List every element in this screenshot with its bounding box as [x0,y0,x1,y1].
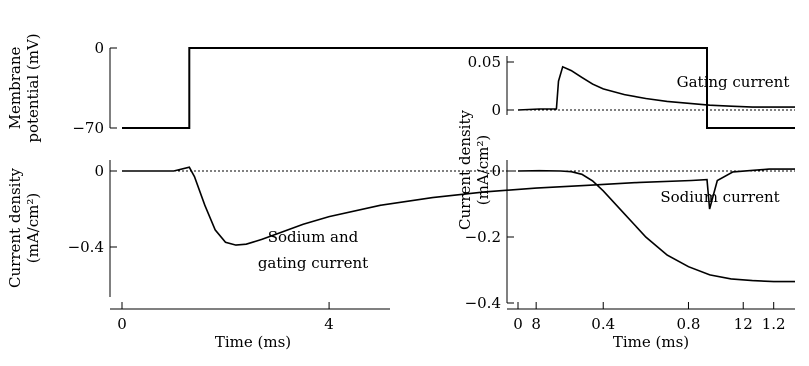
y-axis-title-line1: Current density [6,168,24,288]
y-axis-title-line2: (mA/cm²) [474,135,492,205]
x-tick-label: 12 [734,315,753,333]
sodium-gating-current-trace [122,166,795,246]
y-axis-title-line1: Current density [456,110,474,230]
x-tick-label: 0 [117,315,127,333]
x-tick-label: 0.8 [677,315,701,333]
y-tick-label: 0 [491,101,501,119]
x-tick-label: 0.4 [591,315,615,333]
x-axis-title: Time (ms) [613,333,689,351]
sodium-current-annotation: Sodium current [660,188,779,206]
gating-current-trace [517,65,795,111]
gating-current-annotation: Gating current [677,73,790,91]
y-tick-label: 0.05 [468,53,501,71]
x-tick-label: 8 [531,315,541,333]
y-axis-title: Current density (mA/cm²) [456,110,492,230]
y-tick-label: −0.4 [465,294,501,312]
y-axis-title-line2: potential (mV) [24,33,42,142]
gating-current-panel: 0 0.05 Gating current [468,53,795,119]
x-axis-title: Time (ms) [215,333,291,351]
annotation-line2: gating current [258,254,368,272]
voltage-step-trace [122,47,795,129]
y-tick-label: −70 [72,119,104,137]
sodium-current-trace [517,169,795,283]
y-tick-label: 0 [94,39,104,57]
y-axis-title: Membrane potential (mV) [6,33,42,142]
membrane-potential-panel: 0 −70 Membrane potential (mV) [6,33,795,143]
y-tick-label: 0 [94,162,104,180]
y-tick-label: 0 [491,162,501,180]
x-tick-label: 0 [513,315,523,333]
annotation-line1: Sodium and [268,228,359,246]
x-tick-label: 4 [324,315,334,333]
y-tick-label: −0.2 [465,228,501,246]
y-axis-title: Current density (mA/cm²) [6,168,42,288]
x-tick-label: 1.2 [762,315,786,333]
y-axis-title-line2: (mA/cm²) [24,193,42,263]
sodium-current-panel: 0 −0.2 −0.4 0 0.4 0.8 1.2 Time (ms) Current dens… [456,110,795,351]
y-axis-title-line1: Membrane [6,47,24,130]
y-tick-label: −0.4 [68,238,104,256]
